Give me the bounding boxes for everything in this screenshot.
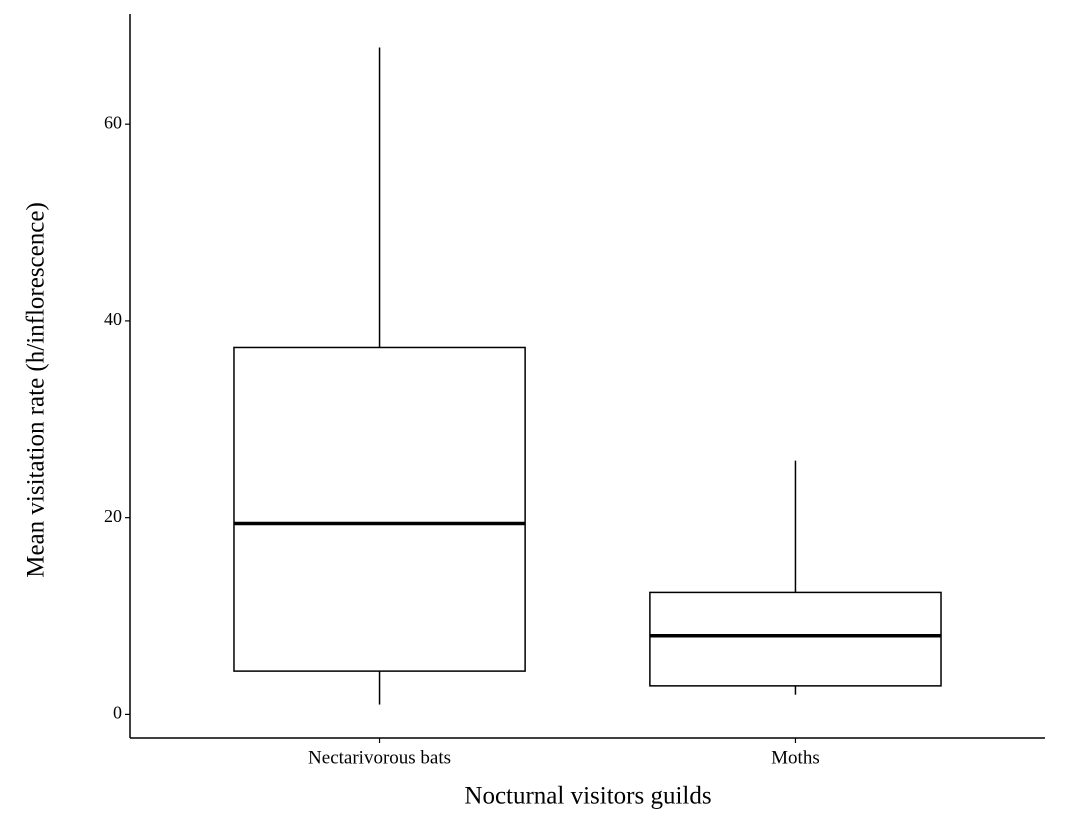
y-tick-label: 0 <box>113 703 122 723</box>
y-tick-label: 60 <box>104 112 122 132</box>
x-axis-label: Nocturnal visitors guilds <box>464 783 711 810</box>
y-tick-label: 40 <box>104 309 122 329</box>
x-tick-label: Moths <box>771 747 820 768</box>
box <box>233 346 526 672</box>
x-tick-label: Nectarivorous bats <box>308 747 451 768</box>
box <box>649 591 942 687</box>
y-axis-label: Mean visitation rate (h/inflorescence) <box>23 202 50 578</box>
y-tick-label: 20 <box>104 506 122 526</box>
